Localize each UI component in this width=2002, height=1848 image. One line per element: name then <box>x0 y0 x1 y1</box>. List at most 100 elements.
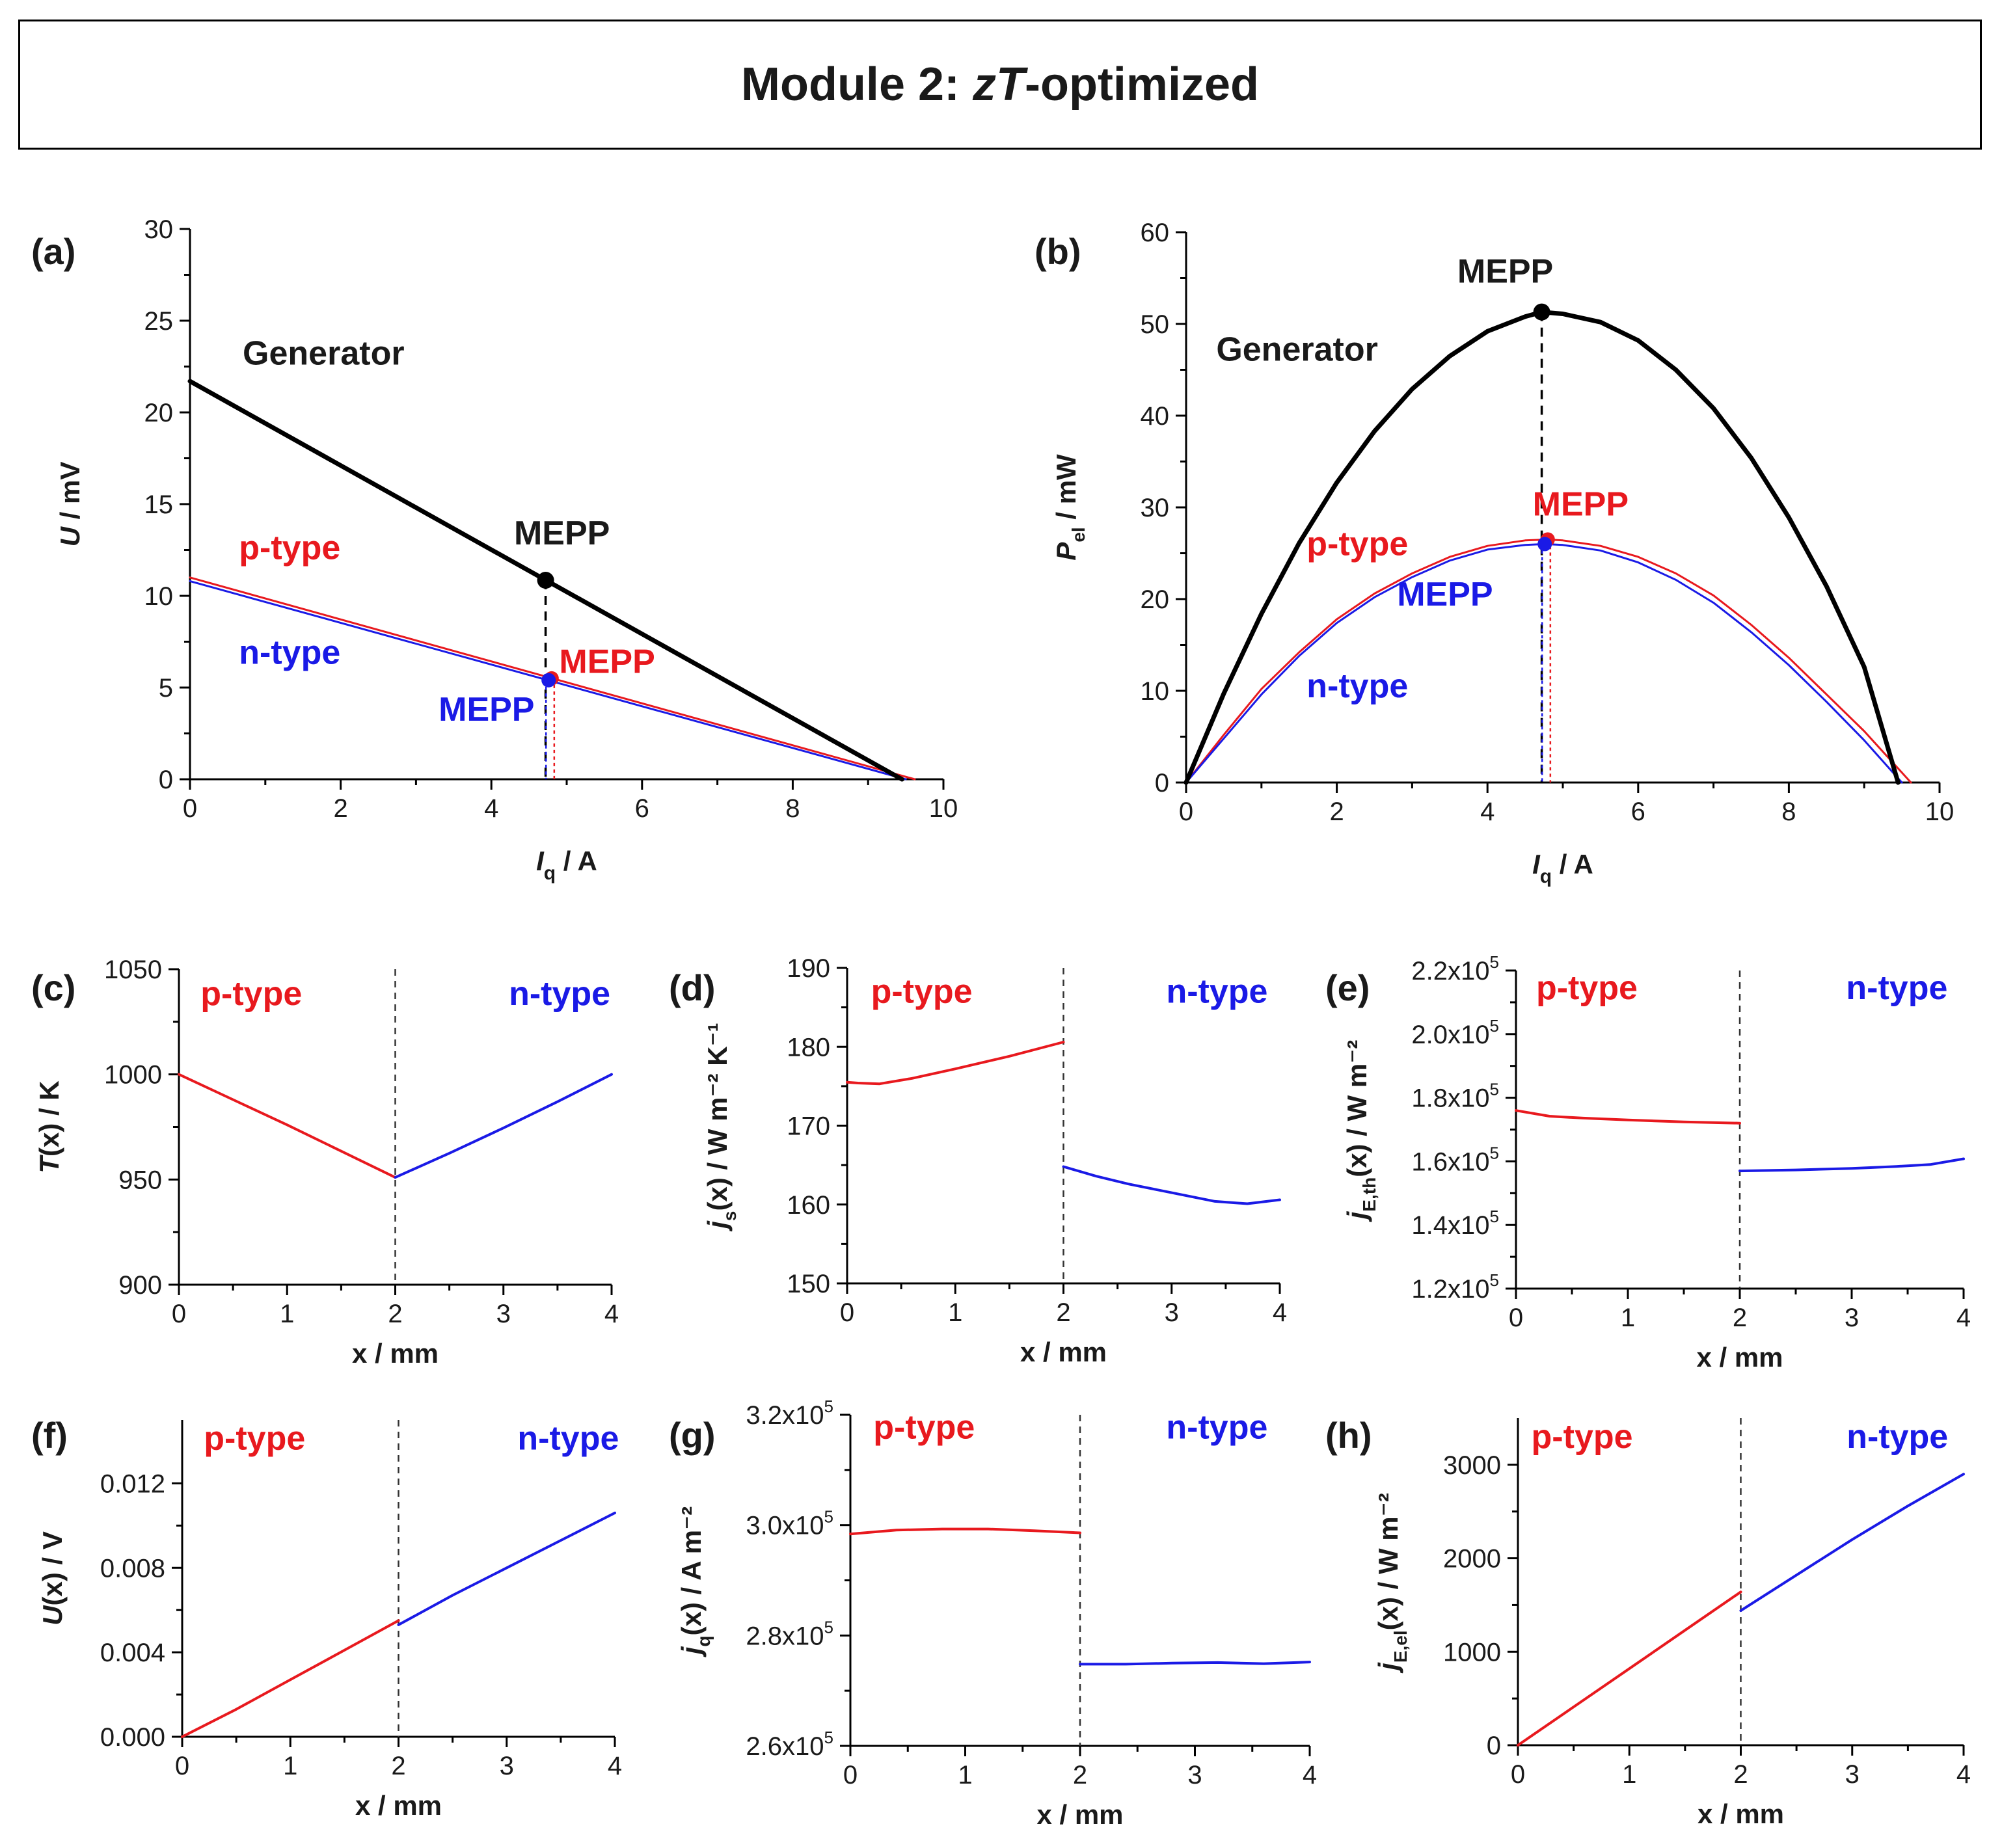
y-axis-label-sub: E,el <box>1390 1630 1411 1663</box>
annotation-label: n-type <box>1846 969 1947 1007</box>
y-tick-label: 25 <box>144 307 174 336</box>
y-tick-label: 150 <box>787 1270 830 1298</box>
y-tick-label: 20 <box>144 399 174 427</box>
tick-exponent: 5 <box>1490 1207 1499 1226</box>
x-axis-label-main: x <box>1020 1337 1036 1367</box>
tick-exponent: 5 <box>1490 1080 1499 1099</box>
y-axis-label-rest: / mW <box>1051 454 1081 527</box>
tick-exponent: 5 <box>1490 1270 1499 1290</box>
y-tick-label: 0.008 <box>100 1554 165 1583</box>
annotation-label: n-type <box>1166 1408 1267 1446</box>
y-tick-label: 180 <box>787 1033 830 1062</box>
tick-mantissa: 1.8x10 <box>1411 1084 1489 1113</box>
series-line-p-type <box>1517 1590 1742 1747</box>
panel-label: (h) <box>1325 1415 1372 1456</box>
panel-d: 0 1 2 3 4 150 160 170 180 190 p-type n-type (d) x / m… <box>669 954 1287 1367</box>
y-tick-label: 2.0x105 <box>1411 1016 1499 1049</box>
series-line-n-type <box>397 1511 616 1626</box>
panel-f: 0 1 2 3 4 0.000 0.004 0.008 0.012 p-type n-type (f)… <box>31 1415 622 1821</box>
x-tick-label: 3 <box>1845 1760 1860 1789</box>
x-tick-label: 4 <box>484 794 498 823</box>
y-tick-label: 2.6x105 <box>746 1728 833 1761</box>
x-tick-label: 10 <box>929 794 958 823</box>
y-tick-label: 0.012 <box>100 1469 165 1498</box>
panel-label: (c) <box>31 967 75 1008</box>
x-axis-label-rest: / mm <box>1712 1342 1783 1373</box>
x-tick-label: 0 <box>843 1761 858 1789</box>
y-tick-label: 3.2x105 <box>746 1397 833 1430</box>
y-axis-label-rest: (x) / V <box>37 1531 68 1605</box>
x-axis-label-rest: / A <box>556 846 597 876</box>
title-suffix: -optimized <box>1025 59 1259 111</box>
annotation-label: MEPP <box>1533 486 1629 524</box>
x-tick-label: 6 <box>635 794 649 823</box>
y-tick-label: 170 <box>787 1112 830 1141</box>
annotation-label: n-type <box>239 634 340 671</box>
tick-exponent: 5 <box>1490 1143 1499 1162</box>
series-line-n-type <box>1062 1165 1281 1205</box>
panel-label: (a) <box>31 231 75 272</box>
x-axis-label-rest: / mm <box>1712 1799 1784 1829</box>
x-tick-label: 2 <box>333 794 347 823</box>
y-tick-label: 900 <box>118 1271 162 1300</box>
y-axis-label-rest: (x) / K <box>34 1080 64 1157</box>
annotation-label: p-type <box>1306 525 1408 563</box>
y-axis-label-main: j <box>676 1646 707 1657</box>
y-axis-label-main: U <box>55 526 85 546</box>
y-axis-label: js(x) / W m⁻² K⁻¹ <box>702 1023 740 1232</box>
tick-mantissa: 2.8x10 <box>746 1622 824 1650</box>
y-tick-label: 0 <box>159 766 173 794</box>
y-tick-label: 0 <box>1487 1732 1501 1760</box>
x-tick-label: 3 <box>1165 1298 1179 1327</box>
x-tick-label: 4 <box>1956 1304 1971 1332</box>
y-tick-label: 1.2x105 <box>1411 1270 1499 1304</box>
x-tick-label: 2 <box>1733 1760 1748 1789</box>
annotation-label: MEPP <box>1457 253 1553 291</box>
y-tick-label: 3.0x105 <box>746 1507 833 1540</box>
x-axis-label-main: x <box>1696 1342 1712 1373</box>
y-axis-label-sub: s <box>720 1211 740 1222</box>
x-tick-label: 0 <box>1509 1304 1523 1332</box>
series-line-n-type <box>1079 1661 1311 1666</box>
series-line-p-type <box>849 1527 1081 1536</box>
annotation-label: p-type <box>239 529 340 567</box>
x-axis-label: Iq / A <box>536 846 597 884</box>
x-axis-label-main: x <box>1698 1799 1713 1829</box>
panel-label: (b) <box>1035 231 1081 272</box>
y-tick-label: 1.4x105 <box>1411 1207 1499 1240</box>
panel-b: 0 2 4 6 8 10 0 10 20 30 40 50 60 MEPP Generator MEPP p-t… <box>1035 219 1954 887</box>
panel-c: 0 1 2 3 4 900 950 1000 1050 p-type n-type (c) x / mm… <box>31 956 619 1369</box>
y-axis-label-main: j <box>702 1220 733 1232</box>
panel-e: 0 1 2 3 41.2x1051.4x1051.6x1051.8x1052.0x105… <box>1325 952 1971 1373</box>
tick-exponent: 5 <box>824 1507 833 1527</box>
x-axis-label: x / mm <box>1696 1342 1783 1373</box>
x-tick-label: 2 <box>391 1752 405 1780</box>
series-line-p-type <box>178 1073 397 1179</box>
tick-mantissa: 3.0x10 <box>746 1512 824 1540</box>
annotation-label: n-type <box>517 1419 619 1457</box>
x-axis-label-main: I <box>1532 849 1541 879</box>
x-axis-label-rest: / mm <box>367 1338 439 1369</box>
annotation-label: MEPP <box>439 691 534 729</box>
x-tick-label: 2 <box>1733 1304 1747 1332</box>
y-tick-label: 950 <box>118 1166 162 1194</box>
annotation-label: n-type <box>1166 972 1267 1010</box>
figure-title-box: Module 2: zT-optimized <box>18 20 1982 150</box>
y-axis-label-sub: E,th <box>1359 1177 1379 1212</box>
annotation-label: p-type <box>200 975 302 1013</box>
tick-exponent: 5 <box>1490 952 1499 972</box>
y-tick-label: 5 <box>159 674 173 703</box>
x-axis-label-sub: q <box>544 863 556 884</box>
x-tick-label: 1 <box>1621 1304 1635 1332</box>
y-axis-label: jE,el(x) / W m⁻² <box>1373 1493 1411 1674</box>
y-axis-label-rest: (x) / W m⁻² <box>1373 1493 1403 1630</box>
tick-mantissa: 3.2x10 <box>746 1401 824 1430</box>
y-axis-label: U / mV <box>55 462 85 547</box>
y-tick-label: 1.6x105 <box>1411 1143 1499 1176</box>
y-axis-label-main: j <box>1342 1211 1372 1222</box>
series-line-p-type <box>181 1619 400 1738</box>
annotation-label: p-type <box>871 972 973 1010</box>
annotation-label: p-type <box>873 1408 975 1446</box>
tick-exponent: 5 <box>1490 1016 1499 1036</box>
